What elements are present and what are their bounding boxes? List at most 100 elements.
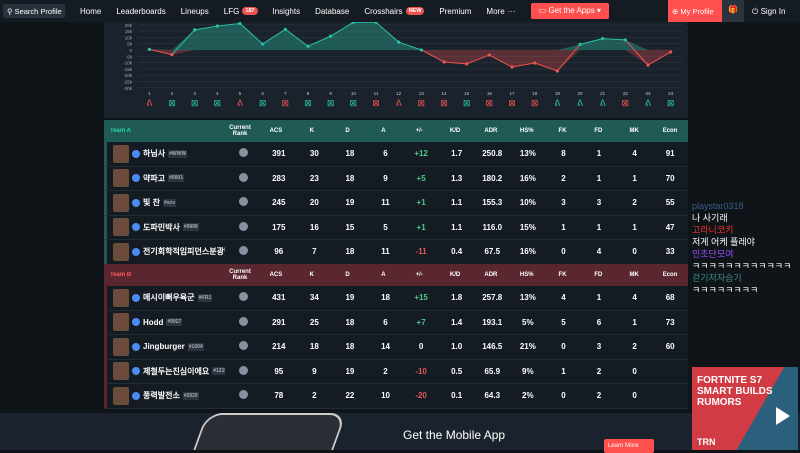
column-header[interactable]: K <box>309 272 314 278</box>
table-row[interactable]: 약파고 #0001 283 23 18 9 +5 1.3 180.2 16% 2 1 1 70 <box>104 166 688 191</box>
rank-icon <box>238 341 248 351</box>
table-row[interactable]: 제철두는진심이에요#1215 95 9 19 2 -10 0.5 65.9 9% 1 2 0 <box>104 359 688 384</box>
player-cell[interactable]: 전기회학적임피던스분광법#7 <box>107 242 225 261</box>
player-cell[interactable]: 빛 찬 #xcv <box>107 193 225 212</box>
player-cell[interactable]: 도파민박사 #9999 <box>107 218 225 237</box>
player-name[interactable]: 메시이뻐우육군 <box>143 293 195 303</box>
nav-home[interactable]: Home <box>80 6 102 16</box>
nav-insights[interactable]: Insights <box>272 6 301 16</box>
stat-cell: 0 <box>561 342 566 352</box>
column-header[interactable]: A <box>381 128 386 134</box>
stat-cell: 1 <box>596 173 602 183</box>
player-cell[interactable]: 풍력발전소 #2020 <box>107 386 225 405</box>
elimination-icon: ⊠ <box>282 98 290 108</box>
nav-lfg[interactable]: LFG 187 <box>224 7 258 16</box>
table-row[interactable]: 메시이뻐우육군 #KR1 431 34 19 18 +15 1.8 257.8 13% 4 1 4 68 <box>104 286 688 311</box>
column-header[interactable]: FD <box>594 128 603 134</box>
stat-cell: -10 <box>415 366 427 376</box>
player-name[interactable]: Jingburger <box>143 342 185 352</box>
column-header[interactable]: A <box>381 272 386 278</box>
player-name[interactable]: Hodd <box>143 317 164 327</box>
stat-cell: +15 <box>414 293 428 303</box>
column-header[interactable]: Econ <box>662 128 678 134</box>
player-name[interactable]: 제철두는진심이에요 <box>143 366 210 376</box>
nav-leaderboards[interactable]: Leaderboards <box>116 6 166 16</box>
sign-in-button[interactable]: ⏻ Sign In <box>746 0 791 22</box>
player-name[interactable]: 풍력발전소 <box>143 391 180 401</box>
stat-cell: 1 <box>632 317 637 327</box>
column-header[interactable]: D <box>345 128 350 134</box>
play-icon[interactable] <box>776 407 790 425</box>
column-header[interactable]: MK <box>629 128 639 134</box>
learn-more-button[interactable]: Learn More <box>604 439 654 453</box>
elimination-icon: ⊠ <box>168 98 176 108</box>
gift-icon[interactable]: 🎁 <box>722 0 744 22</box>
series-segment <box>398 41 422 51</box>
player-cell[interactable]: 메시이뻐우육군 #KR1 <box>107 288 225 307</box>
stat-cell: 1.3 <box>451 173 463 183</box>
table-row[interactable]: Jingburger #1004 214 18 18 14 0 1.0 146.5 21% 0 3 2 6… <box>104 335 688 360</box>
stat-cell: +12 <box>414 149 428 159</box>
nav-lineups[interactable]: Lineups <box>180 6 209 16</box>
column-header[interactable]: FK <box>558 128 567 134</box>
player-cell[interactable]: Jingburger #1004 <box>107 337 225 356</box>
stat-cell: 1.4 <box>451 317 463 327</box>
rank-cell <box>225 341 261 352</box>
stat-cell: 250.8 <box>482 149 503 159</box>
column-header[interactable]: K <box>309 128 314 134</box>
column-header[interactable]: HS% <box>519 272 534 278</box>
stat-cell: 4 <box>632 293 637 303</box>
column-header[interactable]: Current Rank <box>229 125 251 137</box>
player-cell[interactable]: 제철두는진심이에요#1215 <box>107 362 225 381</box>
column-header[interactable]: ACS <box>269 272 283 278</box>
data-point <box>329 34 333 38</box>
nav-more[interactable]: More ··· <box>486 7 515 16</box>
table-row[interactable]: 풍력발전소 #2020 78 2 22 10 -20 0.1 64.3 2% 0 2 0 <box>104 384 688 409</box>
column-header[interactable]: +/- <box>415 128 423 134</box>
table-row[interactable]: 빛 찬 #xcv 245 20 19 11 +1 1.1 155.3 10% 3 3 2 55 <box>104 191 688 216</box>
my-profile-button[interactable]: ⊕ My Profile <box>668 0 722 22</box>
column-header[interactable]: ADR <box>484 272 498 278</box>
column-header[interactable]: K/D <box>449 272 461 278</box>
table-row[interactable]: 전기회학적임피던스분광법#7 96 7 18 11 -11 0.4 67.5 16% 0 4 0 33 <box>104 240 688 265</box>
column-header[interactable]: HS% <box>519 128 534 134</box>
player-name[interactable]: 약파고 <box>143 173 166 183</box>
stat-cell: 9 <box>383 173 388 183</box>
search-profile-button[interactable]: ⚲ Search Profile <box>3 4 65 18</box>
rank-icon <box>238 316 248 326</box>
player-cell[interactable]: Hodd #9927 <box>107 313 225 332</box>
player-name[interactable]: 도파민박사 <box>143 222 180 232</box>
x-tick-label: 19 <box>555 91 561 96</box>
get-apps-button[interactable]: ▭ Get the Apps ▾ <box>530 3 609 19</box>
column-header[interactable]: MK <box>629 272 639 278</box>
table-row[interactable]: Hodd #9927 291 25 18 6 +7 1.4 193.1 5% 5 6 1 73 <box>104 310 688 335</box>
player-cell[interactable]: 하님사 #WWW <box>107 144 225 163</box>
player-name[interactable]: 빛 찬 <box>143 198 160 208</box>
column-header[interactable]: Current Rank <box>229 269 251 281</box>
nav-database[interactable]: Database <box>315 6 350 16</box>
column-header[interactable]: ACS <box>269 128 283 134</box>
nav-premium[interactable]: Premium <box>439 6 472 16</box>
y-tick-label: 0 <box>129 48 132 53</box>
stat-cell: 16 <box>309 222 319 232</box>
video-ad[interactable]: FORTNITE S7 SMART BUILDS RUMORS TRN <box>692 367 798 450</box>
x-tick-label: 10 <box>351 91 357 96</box>
player-name[interactable]: 하님사 <box>143 149 166 159</box>
column-header[interactable]: D <box>345 272 350 278</box>
player-tag: #1004 <box>187 342 204 351</box>
nav-crosshairs[interactable]: Crosshairs NEW <box>364 7 425 16</box>
player-cell[interactable]: 약파고 #0001 <box>107 169 225 188</box>
column-header[interactable]: FD <box>594 272 603 278</box>
table-row[interactable]: 도파민박사 #9999 175 16 15 5 +1 1.1 116.0 15% 1 1 1 47 <box>104 215 688 240</box>
stat-cell: 22 <box>345 391 355 401</box>
column-header[interactable]: K/D <box>449 128 461 134</box>
column-header[interactable]: FK <box>558 272 567 278</box>
player-name[interactable]: 전기회학적임피던스분광법 <box>143 247 225 257</box>
stat-cell: 8 <box>561 149 566 159</box>
stat-cell: 193.1 <box>482 317 503 327</box>
column-header[interactable]: Econ <box>662 272 678 278</box>
table-row[interactable]: 하님사 #WWW 391 30 18 6 +12 1.7 250.8 13% 8 1 4 91 <box>104 142 688 167</box>
column-header[interactable]: ADR <box>484 128 498 134</box>
data-point <box>555 69 559 73</box>
column-header[interactable]: +/- <box>415 272 423 278</box>
